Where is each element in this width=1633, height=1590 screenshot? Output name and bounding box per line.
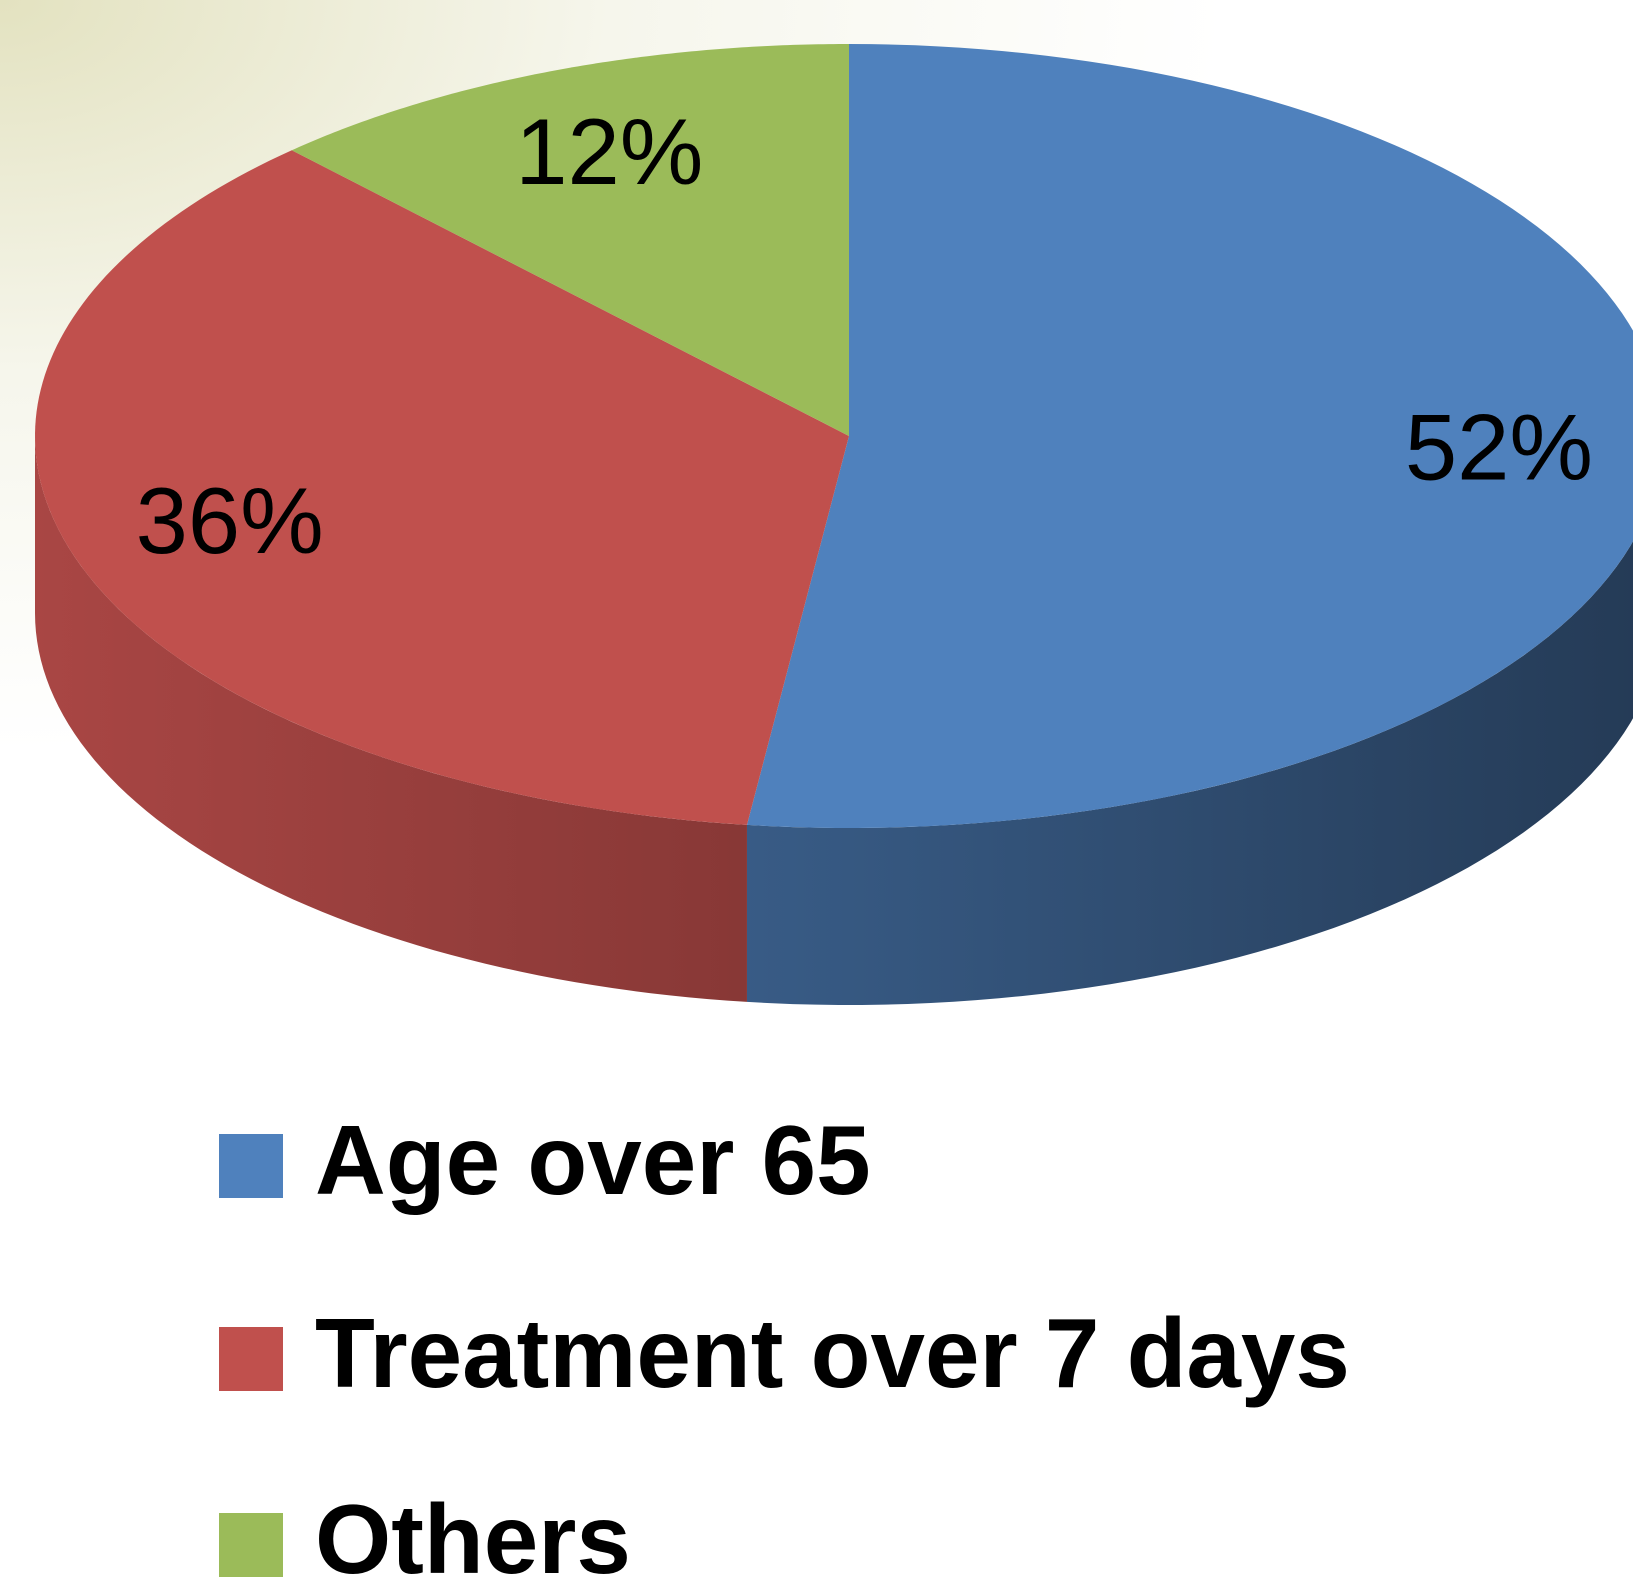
legend-swatch <box>219 1513 283 1577</box>
legend-label: Others <box>315 1484 631 1590</box>
slice <box>291 44 849 436</box>
legend-swatch <box>219 1134 283 1198</box>
pie: 52% 36% 12% <box>35 44 1633 1005</box>
legend: Age over 65 Treatment over 7 days Others <box>219 1105 1350 1590</box>
data-label: 52% <box>1405 395 1593 500</box>
slice-side <box>746 541 1633 1005</box>
slice <box>746 44 1633 828</box>
slice-side <box>35 436 747 1002</box>
data-label: 12% <box>515 99 703 204</box>
legend-label: Treatment over 7 days <box>315 1298 1350 1408</box>
legend-swatch <box>219 1327 283 1391</box>
legend-label: Age over 65 <box>315 1105 871 1215</box>
slice <box>35 150 850 825</box>
data-label: 36% <box>136 468 324 573</box>
